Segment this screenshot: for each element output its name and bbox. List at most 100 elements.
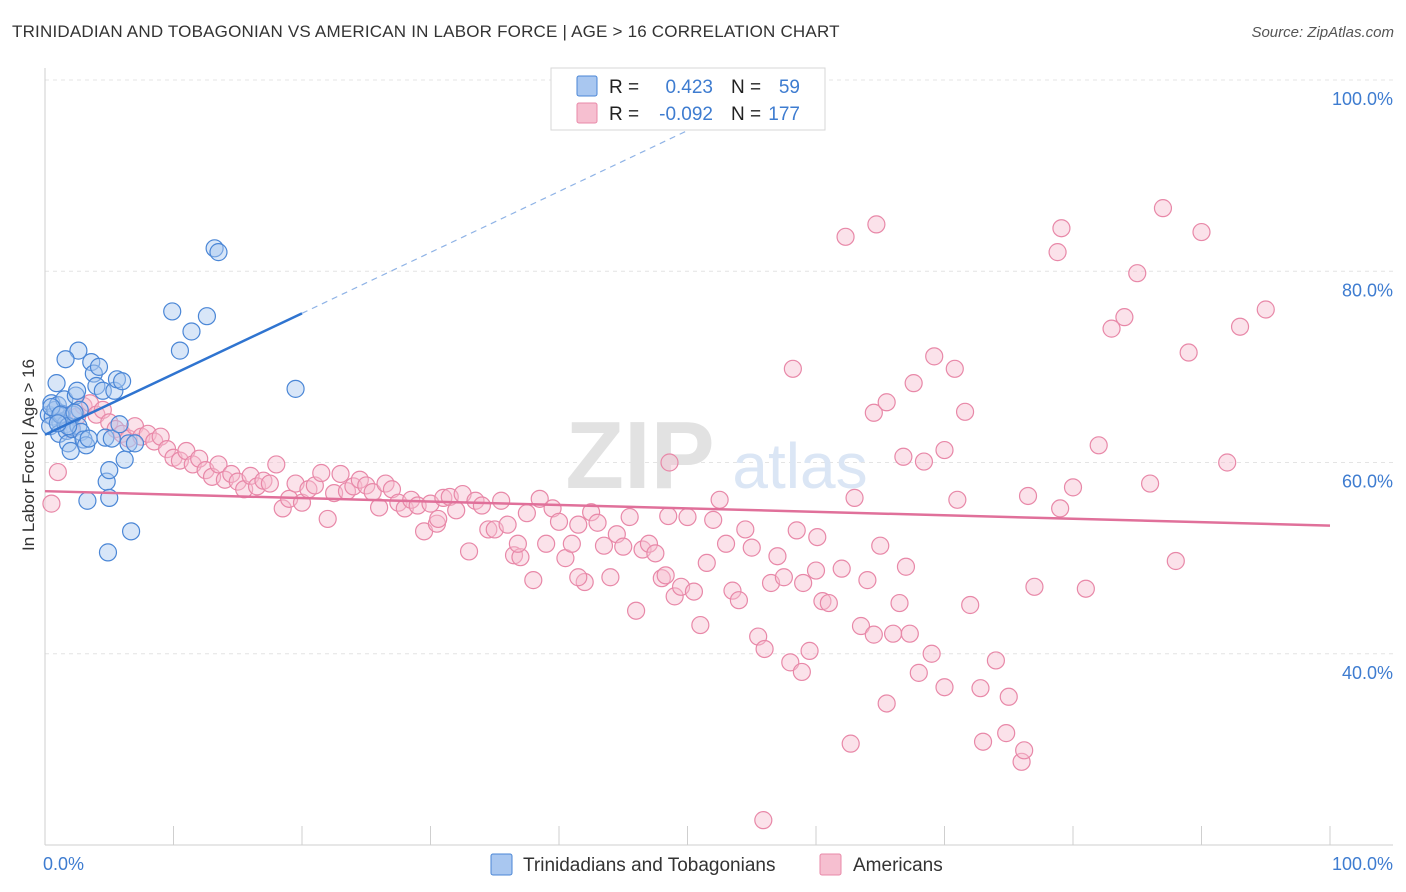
americans-point-100 (684, 582, 704, 601)
americans-point-23 (190, 449, 209, 468)
y-tick-label-1: 60.0% (1342, 472, 1393, 492)
americans-point-47 (344, 477, 363, 496)
americans-point-67 (472, 496, 491, 515)
trinidadians-point-38 (115, 450, 134, 469)
americans-point-151 (1153, 199, 1173, 218)
americans-point-167 (971, 679, 990, 698)
trinidadians-point-18 (68, 381, 87, 400)
americans-point-91 (626, 601, 646, 620)
americans-point-123 (845, 488, 864, 507)
americans-point-143 (1051, 499, 1070, 518)
americans-point-72 (504, 546, 524, 565)
americans-point-155 (1218, 453, 1237, 472)
americans-point-103 (704, 510, 723, 529)
americans-point-75 (524, 571, 543, 590)
trinidadians-point-7 (47, 374, 66, 393)
trinidadians-point-40 (119, 434, 138, 453)
americans-point-174 (429, 509, 448, 529)
americans-point-146 (1089, 436, 1108, 455)
americans-point-153 (1179, 343, 1198, 362)
watermark: ZIP atlas (565, 402, 867, 509)
legend-swatch-pink (576, 102, 598, 124)
legend-n-value-0: 59 (779, 77, 800, 98)
y-axis-label: In Labor Force | Age > 16 (19, 359, 38, 551)
americans-point-147 (1102, 319, 1121, 338)
americans-point-180 (841, 734, 860, 753)
americans-point-129 (883, 624, 903, 643)
americans-point-136 (961, 595, 980, 615)
trinidadians-point-52 (209, 243, 228, 262)
americans-point-43 (318, 509, 337, 529)
americans-point-176 (569, 568, 588, 587)
chart-title: TRINIDADIAN AND TOBAGONIAN VS AMERICAN I… (12, 22, 840, 41)
americans-point-117 (794, 573, 813, 593)
americans-point-157 (1256, 300, 1275, 319)
legend-r-value-1: -0.092 (659, 104, 713, 125)
trinidadians-point-43 (69, 341, 88, 360)
americans-point-77 (537, 534, 556, 553)
y-tick-label-0: 40.0% (1342, 663, 1393, 683)
y-tick-label-2: 80.0% (1342, 280, 1393, 300)
americans-point-1 (48, 462, 67, 482)
trinidadians-point-49 (182, 322, 201, 341)
americans-point-184 (900, 624, 919, 643)
americans-point-145 (1076, 579, 1095, 598)
americans-point-63 (447, 501, 466, 520)
americans-point-171 (867, 215, 886, 234)
americans-point-127 (871, 536, 890, 555)
americans-point-166 (955, 402, 975, 421)
americans-point-130 (890, 593, 909, 613)
trinidadians-point-48 (170, 341, 190, 360)
americans-point-114 (774, 568, 793, 587)
series-trinidadians (39, 239, 305, 562)
americans-point-104 (710, 490, 729, 509)
trinidadians-point-30 (96, 428, 115, 447)
americans-point-149 (1128, 264, 1147, 283)
legend-r-label-0: R = (609, 77, 639, 98)
americans-point-156 (1230, 317, 1250, 336)
legend-r-value-0: 0.423 (665, 77, 713, 98)
watermark-atlas: atlas (732, 430, 867, 502)
americans-point-132 (909, 663, 928, 682)
americans-point-118 (800, 641, 819, 660)
americans-point-128 (877, 694, 896, 713)
americans-point-73 (511, 548, 530, 567)
americans-point-93 (639, 534, 659, 553)
legend-label-trinidadians: Trinidadians and Tobagonians (523, 855, 775, 876)
y-tick-labels: 40.0% 60.0% 80.0% 100.0% (1332, 89, 1393, 683)
americans-point-111 (755, 639, 774, 659)
americans-point-116 (787, 521, 806, 540)
trinidadians-point-47 (163, 302, 182, 321)
trinidadians-point-42 (125, 434, 145, 453)
trinidadians-point-36 (110, 415, 129, 434)
legend-r-label-1: R = (609, 104, 639, 125)
legend-n-label-0: N = (731, 77, 761, 98)
americans-point-140 (1012, 752, 1031, 771)
americans-point-154 (1192, 222, 1211, 242)
americans-point-74 (517, 504, 536, 523)
trend-line-trinidadians (44, 312, 303, 436)
trinidadians-point-50 (197, 307, 217, 326)
legend-swatch-blue (576, 75, 598, 97)
series-legend: Trinidadians and Tobagonians Americans (490, 853, 943, 876)
americans-point-164 (935, 440, 954, 460)
americans-point-162 (914, 452, 934, 471)
americans-point-68 (479, 520, 498, 539)
americans-point-89 (614, 537, 633, 556)
americans-point-165 (945, 359, 964, 378)
trend-lines (44, 99, 1331, 527)
legend-n-value-1: 177 (768, 104, 800, 125)
americans-point-0 (42, 494, 61, 513)
americans-point-49 (357, 476, 376, 495)
chart-source: Source: ZipAtlas.com (1251, 24, 1394, 41)
americans-point-134 (935, 678, 954, 697)
americans-point-94 (646, 544, 665, 563)
trinidadians-point-44 (56, 350, 75, 369)
americans-point-169 (1015, 741, 1034, 760)
americans-point-34 (260, 474, 279, 493)
x-tick-label-1: 100.0% (1332, 854, 1393, 874)
americans-point-87 (601, 568, 620, 587)
americans-point-96 (659, 506, 678, 526)
americans-point-99 (678, 507, 697, 527)
